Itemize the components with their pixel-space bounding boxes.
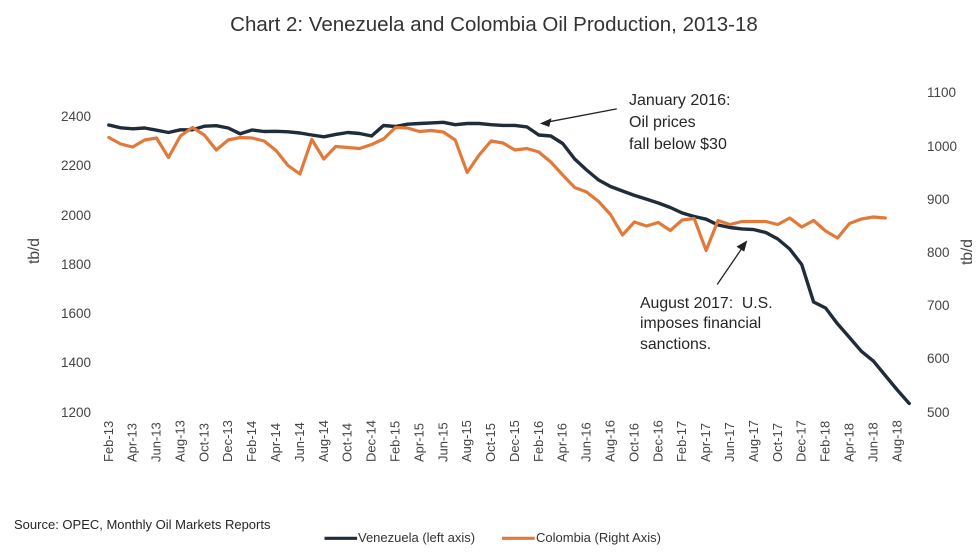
svg-text:Aug-18: Aug-18 bbox=[889, 420, 904, 462]
svg-text:Oct-16: Oct-16 bbox=[626, 423, 641, 462]
svg-text:Feb-18: Feb-18 bbox=[818, 421, 833, 462]
svg-text:Aug-14: Aug-14 bbox=[316, 420, 331, 462]
svg-text:Oct-13: Oct-13 bbox=[196, 423, 211, 462]
svg-text:Feb-16: Feb-16 bbox=[531, 421, 546, 462]
svg-text:Jun-14: Jun-14 bbox=[292, 422, 307, 462]
svg-text:Aug-13: Aug-13 bbox=[172, 420, 187, 462]
svg-text:Dec-16: Dec-16 bbox=[650, 420, 665, 462]
svg-text:Dec-14: Dec-14 bbox=[364, 420, 379, 462]
svg-text:Apr-16: Apr-16 bbox=[555, 423, 570, 462]
svg-text:Jun-16: Jun-16 bbox=[579, 422, 594, 462]
svg-text:Jun-18: Jun-18 bbox=[865, 422, 880, 462]
svg-text:Apr-13: Apr-13 bbox=[125, 423, 140, 462]
svg-text:Aug-17: Aug-17 bbox=[746, 420, 761, 462]
svg-text:Oct-14: Oct-14 bbox=[340, 423, 355, 462]
svg-text:Dec-17: Dec-17 bbox=[794, 420, 809, 462]
svg-text:Jun-17: Jun-17 bbox=[722, 422, 737, 462]
svg-text:Dec-15: Dec-15 bbox=[507, 420, 522, 462]
svg-text:Feb-14: Feb-14 bbox=[244, 421, 259, 462]
svg-text:Jun-13: Jun-13 bbox=[149, 422, 164, 462]
svg-text:Oct-17: Oct-17 bbox=[770, 423, 785, 462]
svg-text:Jun-15: Jun-15 bbox=[435, 422, 450, 462]
svg-text:Apr-17: Apr-17 bbox=[698, 423, 713, 462]
svg-text:Feb-13: Feb-13 bbox=[101, 421, 116, 462]
svg-text:Apr-18: Apr-18 bbox=[842, 423, 857, 462]
svg-text:Aug-16: Aug-16 bbox=[603, 420, 618, 462]
svg-text:Apr-14: Apr-14 bbox=[268, 423, 283, 462]
svg-text:Apr-15: Apr-15 bbox=[411, 423, 426, 462]
svg-text:Dec-13: Dec-13 bbox=[220, 420, 235, 462]
svg-text:Aug-15: Aug-15 bbox=[459, 420, 474, 462]
svg-text:Feb-15: Feb-15 bbox=[388, 421, 403, 462]
svg-text:Oct-15: Oct-15 bbox=[483, 423, 498, 462]
svg-text:Feb-17: Feb-17 bbox=[674, 421, 689, 462]
